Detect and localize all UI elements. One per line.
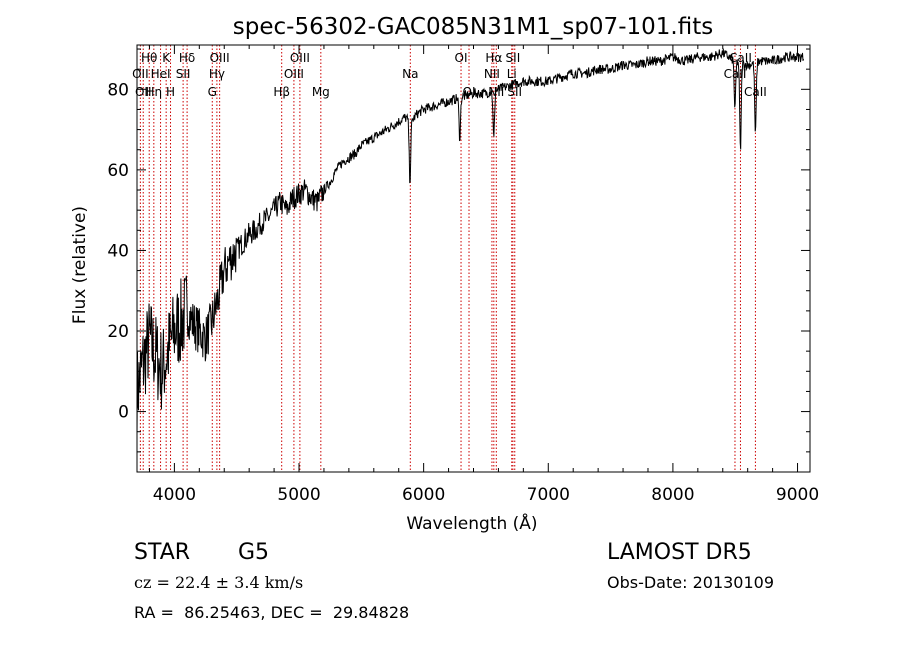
y-tick-label-4: 80 xyxy=(107,80,129,100)
x-tick-label-3: 7000 xyxy=(527,485,570,505)
y-axis-label: Flux (relative) xyxy=(70,206,90,324)
line-marker-label-0: OII xyxy=(132,67,149,81)
line-marker-label-8: Hδ xyxy=(179,51,195,65)
line-marker-label-17: OI xyxy=(455,51,468,65)
plot-frame xyxy=(136,44,811,473)
line-marker-label-9: G xyxy=(208,85,217,99)
line-marker-label-22: Li xyxy=(507,67,517,81)
survey-name: LAMOST DR5 xyxy=(607,540,752,565)
line-marker-label-2: Hθ xyxy=(141,51,157,65)
line-marker-label-11: OIII xyxy=(210,51,230,65)
line-marker-label-1: OII xyxy=(135,85,152,99)
redshift-velocity: cz = 22.4 ± 3.4 km/s xyxy=(134,573,304,592)
spectral-subclass: G5 xyxy=(238,540,270,565)
chart-title: spec-56302-GAC085N31M1_sp07-101.fits xyxy=(233,14,713,40)
x-tick-label-5: 9000 xyxy=(776,485,819,505)
y-tick-label-3: 60 xyxy=(107,161,129,181)
line-marker-label-14: OIII xyxy=(290,51,310,65)
y-axis-ticks: 0 20 40 60 80 xyxy=(107,48,810,453)
x-tick-label-0: 4000 xyxy=(153,485,196,505)
line-marker-label-20: Hα xyxy=(485,51,502,65)
x-axis-ticks: 4000 5000 6000 7000 8000 9000 xyxy=(148,45,819,505)
line-marker-label-7: SII xyxy=(176,67,191,81)
x-axis-label: Wavelength (Å) xyxy=(406,512,537,534)
line-marker-label-26: CaII xyxy=(729,51,752,65)
observation-date: Obs-Date: 20130109 xyxy=(607,573,775,592)
spectrum-line xyxy=(136,48,804,436)
line-marker-label-15: Mg xyxy=(312,85,330,99)
line-marker-label-3: Hη xyxy=(146,85,163,99)
y-tick-label-0: 0 xyxy=(118,403,129,423)
line-marker-label-13: OIII xyxy=(284,67,304,81)
line-marker-label-16: Na xyxy=(402,67,418,81)
line-marker-label-4: HeI xyxy=(151,67,171,81)
line-marker-label-19: NII xyxy=(484,67,500,81)
y-tick-label-2: 40 xyxy=(107,241,129,261)
line-marker-label-5: K xyxy=(162,51,171,65)
x-tick-label-4: 8000 xyxy=(651,485,694,505)
x-tick-label-2: 6000 xyxy=(402,485,445,505)
coordinates: RA = 86.25463, DEC = 29.84828 xyxy=(134,603,410,622)
line-marker-label-6: H xyxy=(166,85,175,99)
object-class: STAR xyxy=(134,540,191,565)
line-marker-labels: OIIOIIHθHηHeIKHSIIHδGHγOIIIHβOIIIOIIIMgN… xyxy=(132,51,767,99)
line-markers xyxy=(139,45,756,472)
y-tick-label-1: 20 xyxy=(107,322,129,342)
line-marker-label-23: SII xyxy=(506,51,521,65)
x-tick-label-1: 5000 xyxy=(277,485,320,505)
line-marker-label-27: CaII xyxy=(744,85,767,99)
line-marker-label-25: CaII xyxy=(724,67,747,81)
line-marker-label-12: Hβ xyxy=(273,85,290,99)
line-marker-label-10: Hγ xyxy=(209,67,225,81)
